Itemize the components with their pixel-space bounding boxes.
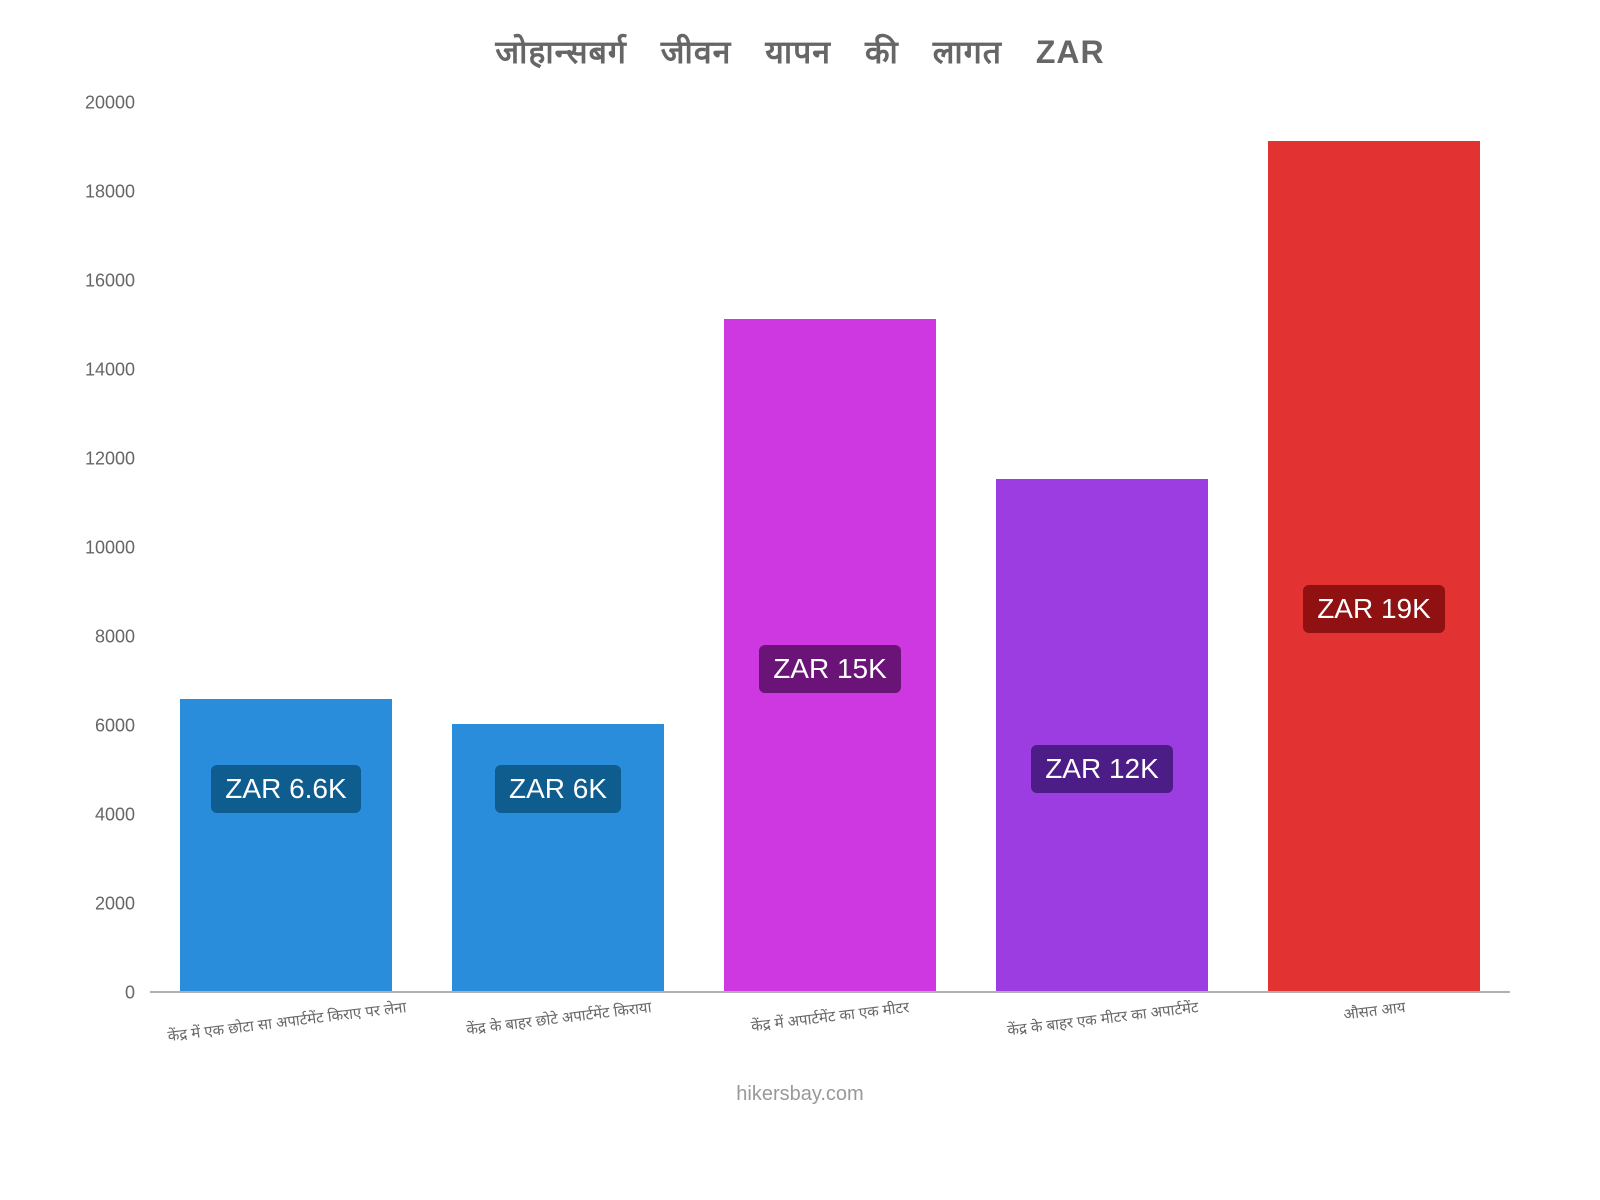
bar-value-label: ZAR 15K	[759, 645, 901, 693]
y-tick-label: 0	[55, 983, 135, 1004]
y-tick-label: 4000	[55, 805, 135, 826]
x-label-slot: केंद्र के बाहर छोटे अपार्टमेंट किराया	[422, 997, 694, 1017]
chart-bar: ZAR 6K	[452, 724, 664, 993]
bar-value-label: ZAR 6.6K	[211, 765, 360, 813]
y-tick-label: 18000	[55, 182, 135, 203]
chart-bar: ZAR 15K	[724, 319, 936, 993]
y-tick-label: 16000	[55, 271, 135, 292]
x-labels-container: केंद्र में एक छोटा सा अपार्टमेंट किराए प…	[150, 997, 1510, 1017]
y-tick-label: 2000	[55, 894, 135, 915]
x-label-slot: केंद्र के बाहर एक मीटर का अपार्टमेंट	[966, 997, 1238, 1017]
y-tick-label: 14000	[55, 360, 135, 381]
bar-slot: ZAR 19K	[1238, 103, 1510, 993]
chart-bar: ZAR 19K	[1268, 141, 1480, 993]
bar-value-label: ZAR 6K	[495, 765, 621, 813]
x-axis-label: केंद्र के बाहर छोटे अपार्टमेंट किराया	[465, 997, 652, 1040]
x-axis-label: केंद्र में अपार्टमेंट का एक मीटर	[750, 997, 910, 1036]
y-tick-label: 12000	[55, 449, 135, 470]
x-axis-baseline	[150, 991, 1510, 993]
plot-region: ZAR 6.6KZAR 6KZAR 15KZAR 12KZAR 19K केंद…	[150, 103, 1510, 993]
chart-footer: hikersbay.com	[736, 1083, 863, 1106]
bar-value-label: ZAR 19K	[1303, 585, 1445, 633]
chart-bar: ZAR 12K	[996, 479, 1208, 993]
x-label-slot: केंद्र में एक छोटा सा अपार्टमेंट किराए प…	[150, 997, 422, 1017]
y-tick-label: 6000	[55, 716, 135, 737]
y-axis: 0200040006000800010000120001400016000180…	[50, 103, 145, 993]
bar-slot: ZAR 6K	[422, 103, 694, 993]
chart-area: 0 2000 4000 6000 8000 10000 12000 14000 16000 180…	[50, 103, 1550, 1063]
bar-slot: ZAR 12K	[966, 103, 1238, 993]
chart-bar: ZAR 6.6K	[180, 699, 392, 993]
y-tick-label: 10000	[55, 538, 135, 559]
bars-container: ZAR 6.6K ZAR 6K ZAR 15K ZAR 12K ZAR 19K	[150, 103, 1510, 993]
bar-value-label: ZAR 12K	[1031, 745, 1173, 793]
x-axis-label: केंद्र के बाहर एक मीटर का अपार्टमेंट	[1006, 997, 1199, 1040]
y-tick-label: 20000	[55, 93, 135, 114]
x-label-slot: औसत आय	[1238, 997, 1510, 1017]
chart-title: जोहान्सबर्ग जीवन यापन की लागत ZAR	[495, 30, 1104, 73]
x-label-slot: केंद्र में अपार्टमेंट का एक मीटर	[694, 997, 966, 1017]
x-axis-label: केंद्र में एक छोटा सा अपार्टमेंट किराए प…	[166, 997, 407, 1046]
x-axis-label: औसत आय	[1342, 997, 1406, 1024]
bar-slot: ZAR 15K	[694, 103, 966, 993]
bar-slot: ZAR 6.6K	[150, 103, 422, 993]
y-tick-label: 8000	[55, 627, 135, 648]
